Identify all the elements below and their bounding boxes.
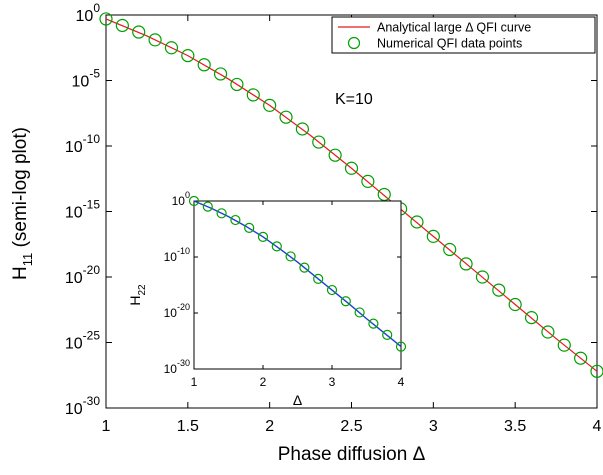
data-point bbox=[99, 12, 113, 26]
inset-data-point bbox=[382, 329, 393, 340]
inset-data-point bbox=[230, 214, 241, 226]
x-tick-label: 1 bbox=[102, 418, 111, 435]
inset-data-point bbox=[368, 318, 379, 329]
x-tick-label: 2 bbox=[265, 418, 274, 435]
inset-data-point bbox=[244, 222, 255, 233]
y-axis-label: H11 (semi-log plot) bbox=[10, 127, 35, 280]
inset-y-tick-label: 10-30 bbox=[164, 358, 190, 376]
data-point bbox=[508, 297, 522, 312]
data-point bbox=[263, 98, 277, 112]
inset-y-label-subscript: 22 bbox=[137, 284, 148, 296]
data-point bbox=[361, 174, 375, 188]
inset-data-point bbox=[354, 307, 365, 318]
inset-y-axis-label: H22 bbox=[127, 284, 148, 306]
y-label-tail: (semi-log plot) bbox=[10, 127, 31, 253]
data-point bbox=[541, 325, 555, 339]
data-point bbox=[328, 148, 342, 162]
data-point bbox=[377, 187, 391, 202]
y-tick-label: 10-10 bbox=[65, 132, 100, 156]
data-point bbox=[115, 18, 129, 33]
data-point bbox=[197, 58, 211, 72]
inset-y-tick-exponent: -10 bbox=[177, 246, 190, 256]
data-point bbox=[312, 135, 326, 149]
inset-data-point bbox=[299, 262, 310, 273]
inset-data-point bbox=[395, 341, 407, 352]
y-tick-label: 10-15 bbox=[65, 198, 100, 222]
data-point bbox=[164, 41, 179, 55]
inset-x-axis-label: Δ bbox=[293, 392, 302, 408]
data-point bbox=[213, 67, 228, 81]
y-tick-exponent: -5 bbox=[89, 67, 100, 81]
y-label-main: H bbox=[10, 266, 31, 280]
inset-data-point bbox=[257, 231, 269, 242]
inset-y-tick-label: 10-20 bbox=[164, 302, 190, 320]
inset-data-point bbox=[202, 201, 213, 212]
inset-x-tick-label: 1 bbox=[191, 375, 198, 389]
inset-data-point bbox=[285, 251, 296, 262]
inset-y-tick-exponent: -30 bbox=[177, 358, 190, 368]
data-point bbox=[557, 338, 571, 352]
inset-x-tick-label: 3 bbox=[329, 375, 336, 389]
y-tick-label: 10-20 bbox=[65, 263, 100, 287]
inset-y-tick-label: 10-10 bbox=[164, 246, 190, 264]
inset-x-tick-label: 2 bbox=[260, 375, 267, 389]
inset-y-tick-label: 100 bbox=[172, 190, 190, 208]
data-point bbox=[574, 351, 588, 365]
y-tick-exponent: -20 bbox=[83, 263, 101, 277]
data-point bbox=[295, 122, 309, 136]
inset-plot: 1 2 3 4 100 10-10 10-20 10-30 Δ H22 bbox=[127, 190, 407, 408]
legend-entry-label: Numerical QFI data points bbox=[377, 37, 522, 51]
inset-analytical-curve bbox=[193, 200, 402, 348]
inset-y-tick-exponent: 0 bbox=[185, 190, 190, 200]
inset-y-label-main: H bbox=[127, 296, 143, 306]
inset-data-point bbox=[340, 296, 351, 307]
data-point bbox=[443, 242, 457, 257]
annotation-k: K=10 bbox=[335, 91, 373, 108]
data-point bbox=[230, 77, 244, 92]
x-tick-label: 3 bbox=[429, 418, 438, 435]
data-point bbox=[426, 229, 440, 243]
data-point bbox=[344, 161, 359, 175]
x-tick-label: 4 bbox=[593, 418, 602, 435]
x-tick-label: 1.5 bbox=[177, 418, 199, 435]
legend-box bbox=[331, 16, 596, 54]
y-label-subscript: 11 bbox=[20, 253, 35, 267]
data-point bbox=[459, 257, 473, 271]
inset-data-point bbox=[313, 273, 324, 284]
inset-data-point bbox=[216, 208, 227, 219]
y-tick-label: 10-5 bbox=[72, 67, 101, 91]
data-point bbox=[148, 33, 162, 47]
inset-axes-frame bbox=[193, 200, 402, 370]
legend-circle-swatch bbox=[347, 36, 361, 50]
x-tick-label: 3.5 bbox=[504, 418, 526, 435]
data-point bbox=[410, 215, 424, 229]
data-point bbox=[132, 25, 146, 39]
data-point bbox=[475, 270, 490, 284]
y-tick-label: 100 bbox=[76, 1, 101, 25]
x-axis-label: Phase diffusion Δ bbox=[278, 444, 426, 465]
y-tick-label: 10-30 bbox=[65, 394, 100, 418]
y-tick-exponent: -15 bbox=[83, 198, 101, 212]
data-point bbox=[246, 88, 260, 102]
inset-data-point bbox=[271, 241, 282, 252]
analytical-curve bbox=[105, 18, 598, 372]
y-tick-exponent: 0 bbox=[93, 1, 100, 15]
inset-x-tick-label: 4 bbox=[398, 375, 405, 389]
data-point bbox=[524, 311, 539, 325]
data-point bbox=[181, 49, 195, 63]
legend: Analytical large Δ QFI curve Numerical QF… bbox=[331, 16, 596, 54]
data-point bbox=[492, 283, 506, 297]
y-tick-exponent: -25 bbox=[83, 329, 101, 343]
inset-data-point bbox=[188, 195, 200, 207]
y-tick-exponent: -30 bbox=[83, 394, 101, 408]
data-point bbox=[279, 110, 293, 124]
x-tick-label: 2.5 bbox=[340, 418, 362, 435]
y-tick-label: 10-25 bbox=[65, 329, 100, 353]
legend-entry-label: Analytical large Δ QFI curve bbox=[377, 21, 531, 35]
inset-y-tick-exponent: -20 bbox=[177, 302, 190, 312]
inset-data-point bbox=[326, 284, 338, 296]
data-point bbox=[590, 364, 603, 378]
y-tick-exponent: -10 bbox=[83, 132, 101, 146]
